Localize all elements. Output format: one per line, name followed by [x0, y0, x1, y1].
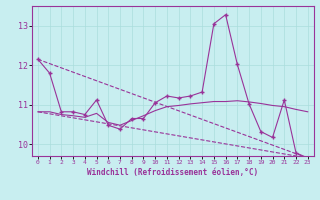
X-axis label: Windchill (Refroidissement éolien,°C): Windchill (Refroidissement éolien,°C) — [87, 168, 258, 177]
